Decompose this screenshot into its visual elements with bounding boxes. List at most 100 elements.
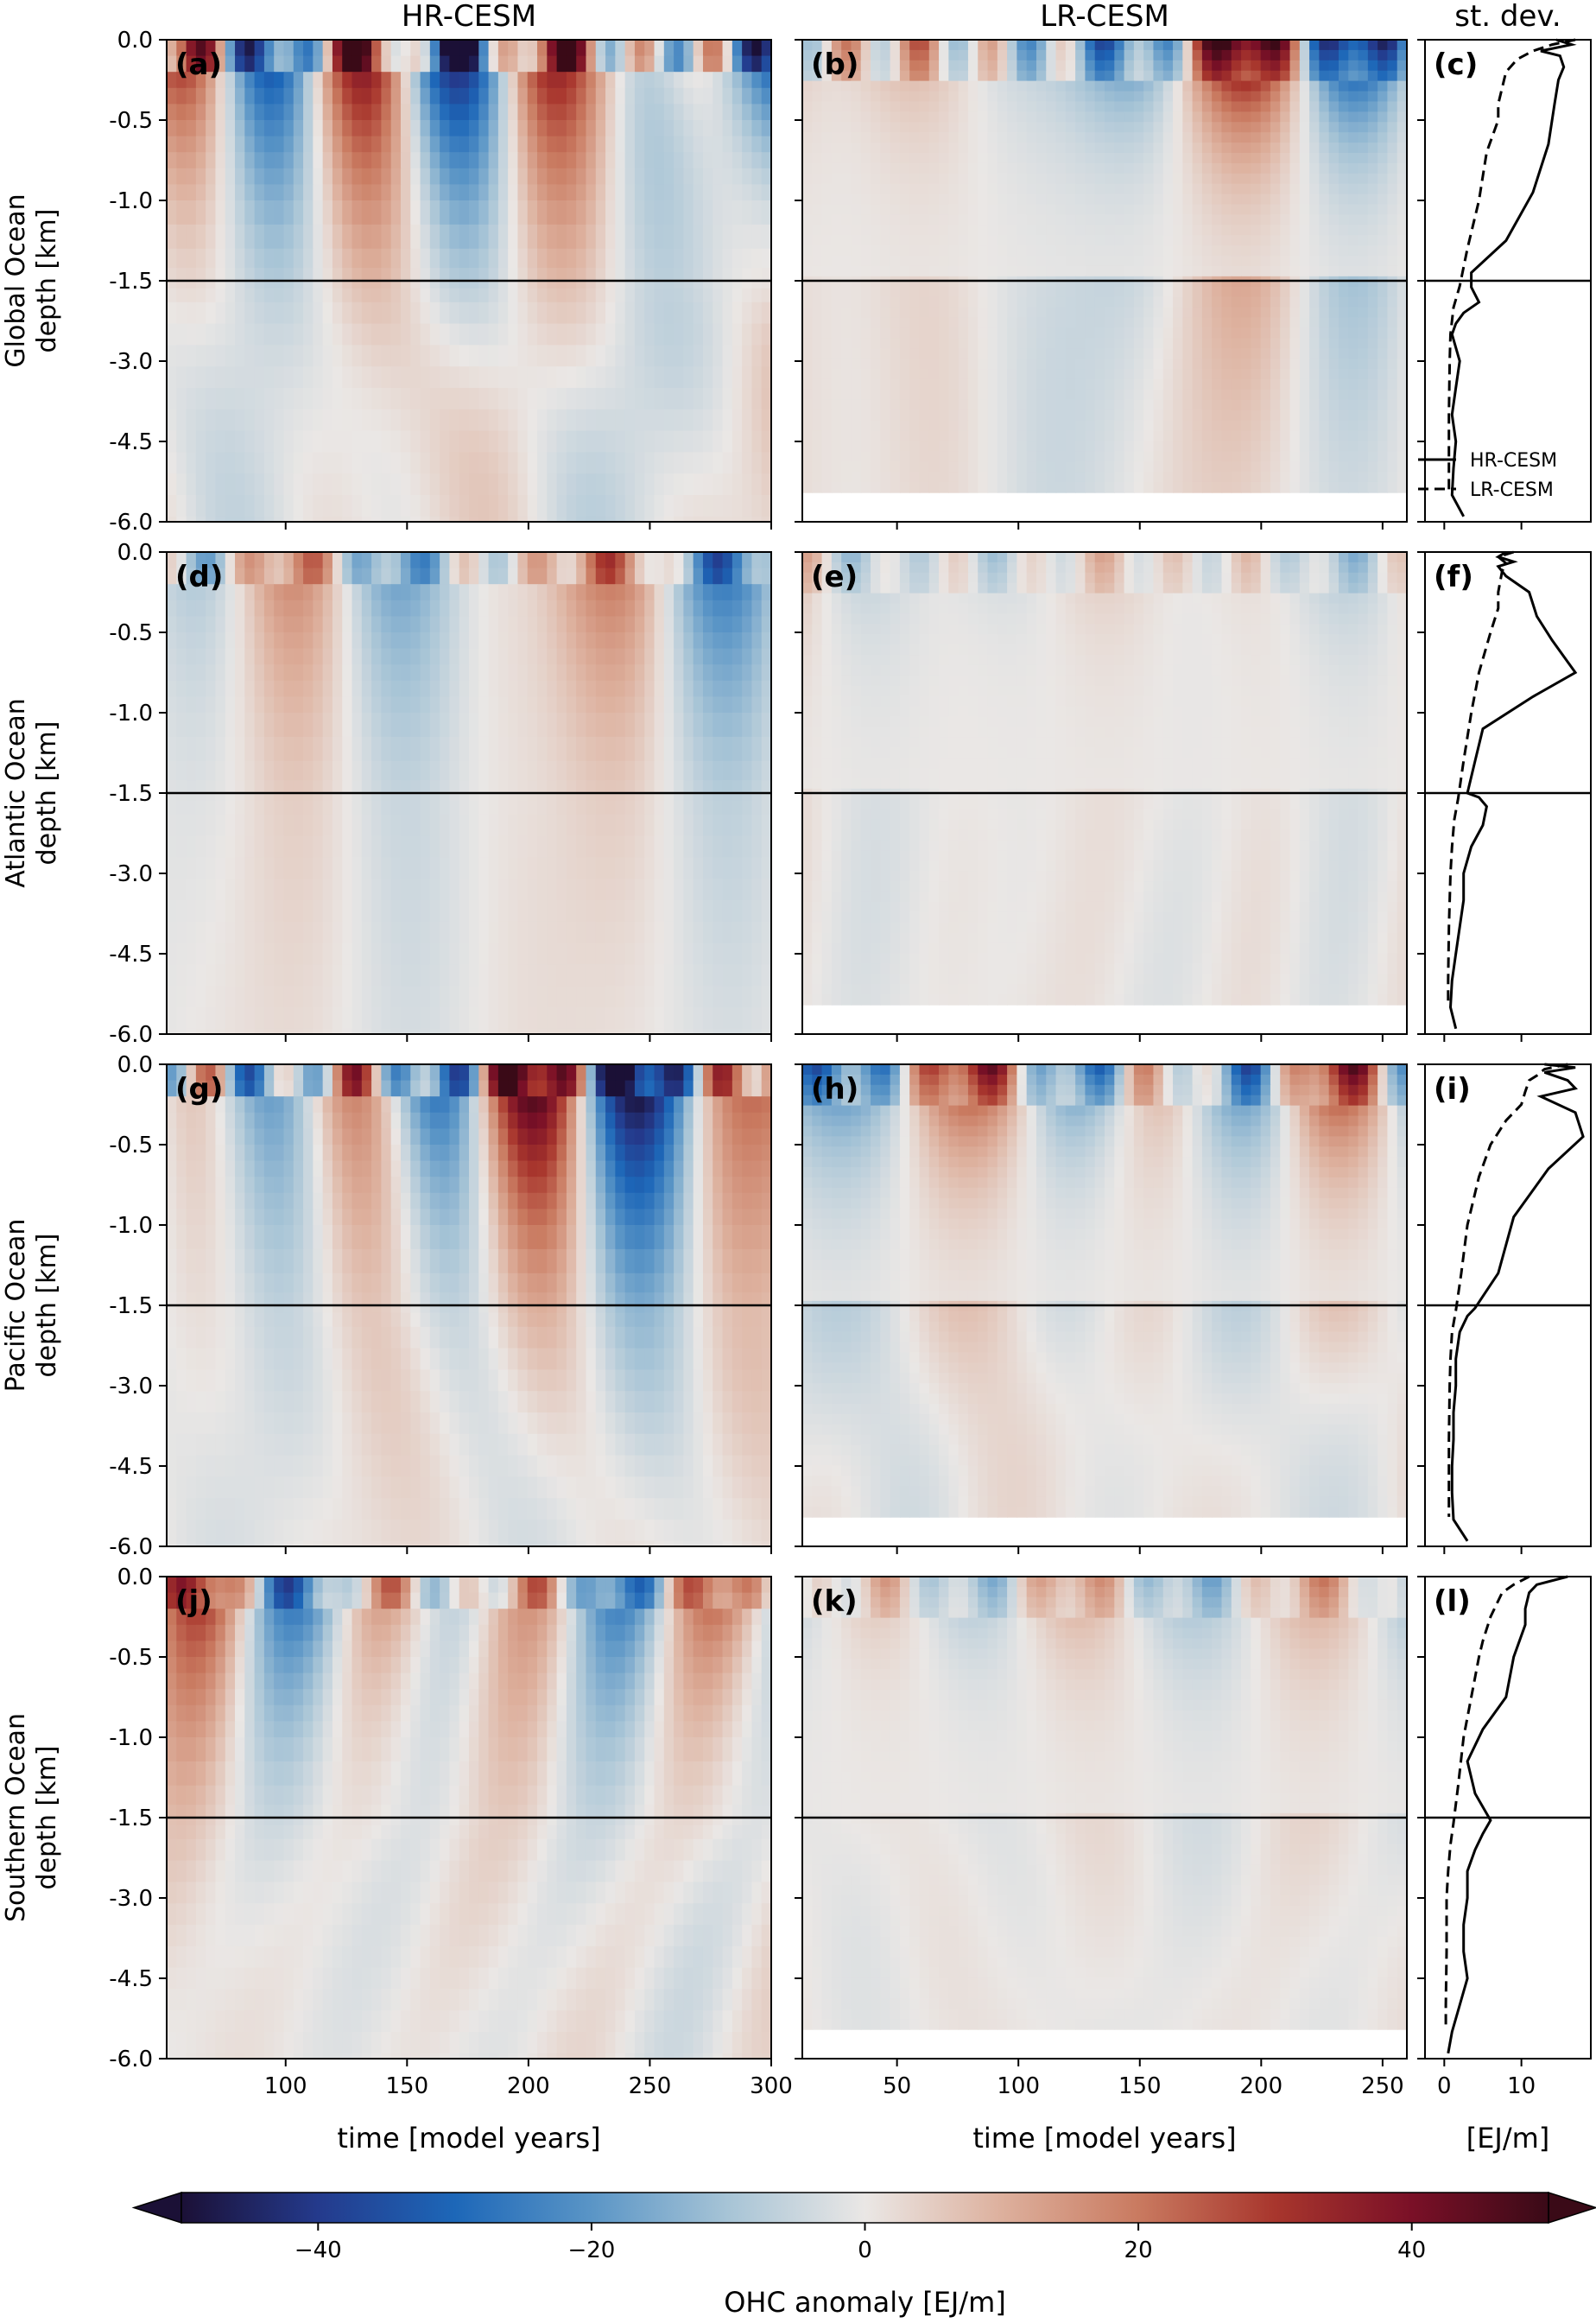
heatmap-cell	[919, 174, 929, 185]
heatmap-cell	[1163, 194, 1174, 206]
heatmap-cell	[430, 56, 440, 73]
heatmap-cell	[1095, 122, 1105, 133]
heatmap-cell	[1261, 297, 1271, 308]
heatmap-cell	[871, 143, 881, 154]
heatmap-cell	[362, 324, 372, 346]
heatmap-cell	[313, 409, 323, 432]
heatmap-cell	[919, 81, 929, 92]
heatmap-cell	[968, 163, 978, 175]
heatmap-cell	[1134, 266, 1144, 277]
heatmap-cell	[751, 268, 762, 282]
heatmap-cell	[1270, 214, 1281, 225]
heatmap-cell	[1232, 174, 1242, 185]
heatmap-cell	[283, 409, 294, 432]
heatmap-cell	[410, 56, 421, 73]
heatmap-cell	[871, 297, 881, 308]
heatmap-cell	[919, 132, 929, 143]
heatmap-cell	[871, 153, 881, 164]
heatmap-cell	[323, 104, 333, 120]
heatmap-cell	[948, 143, 959, 154]
heatmap-cell	[537, 452, 548, 474]
heatmap-cell	[381, 56, 391, 73]
heatmap-cell	[1251, 297, 1261, 308]
heatmap-cell	[371, 168, 382, 185]
heatmap-cell	[998, 317, 1008, 328]
heatmap-cell	[528, 268, 538, 282]
heatmap-cell	[449, 366, 459, 389]
heatmap-cell	[1280, 245, 1290, 257]
heatmap-cell	[430, 136, 440, 153]
heatmap-cell	[421, 249, 431, 269]
heatmap-cell	[1319, 122, 1329, 133]
heatmap-cell	[664, 200, 674, 225]
heatmap-cell	[225, 281, 236, 289]
heatmap-cell	[683, 281, 694, 289]
heatmap-cell	[890, 122, 901, 133]
heatmap-cell	[732, 302, 743, 325]
heatmap-cell	[410, 184, 421, 200]
heatmap-cell	[929, 111, 940, 123]
heatmap-cell	[625, 473, 636, 496]
heatmap-cell	[1329, 256, 1340, 267]
heatmap-cell	[802, 101, 813, 112]
heatmap-cell	[664, 281, 674, 289]
heatmap-cell	[939, 317, 949, 328]
heatmap-cell	[900, 60, 910, 72]
heatmap-cell	[1348, 111, 1358, 123]
heatmap-cell	[440, 120, 450, 136]
heatmap-cell	[968, 308, 978, 319]
heatmap-cell	[1105, 317, 1115, 328]
heatmap-cell	[449, 289, 459, 303]
heatmap-cell	[605, 184, 616, 200]
heatmap-cell	[1056, 153, 1067, 164]
heatmap-cell	[1095, 266, 1105, 277]
heatmap-cell	[929, 132, 940, 143]
heatmap-cell	[1182, 50, 1193, 61]
heatmap-cell	[323, 120, 333, 136]
heatmap-cell	[1270, 276, 1281, 288]
heatmap-cell	[802, 235, 813, 246]
heatmap-cell	[371, 268, 382, 282]
heatmap-cell	[1358, 194, 1369, 206]
heatmap-cell	[802, 287, 813, 298]
heatmap-cell	[959, 266, 969, 277]
heatmap-cell	[802, 143, 813, 154]
heatmap-cell	[1027, 50, 1037, 61]
heatmap-cell	[968, 92, 978, 103]
heatmap-cell	[1124, 153, 1135, 164]
heatmap-cell	[988, 50, 998, 61]
heatmap-cell	[998, 287, 1008, 298]
heatmap-cell	[567, 225, 577, 250]
heatmap-cell	[274, 225, 284, 250]
heatmap-cell	[323, 88, 333, 105]
heatmap-cell	[871, 308, 881, 319]
heatmap-cell	[762, 184, 772, 200]
heatmap-cell	[1358, 163, 1369, 175]
heatmap-cell	[723, 409, 733, 432]
heatmap-cell	[167, 249, 177, 269]
heatmap-cell	[1261, 40, 1271, 51]
heatmap-cell	[264, 473, 275, 496]
heatmap-cell	[264, 120, 275, 136]
heatmap-cell	[1280, 205, 1290, 216]
heatmap-cell	[576, 200, 586, 225]
heatmap-cell	[1027, 60, 1037, 72]
heatmap-cell	[596, 289, 606, 303]
heatmap-cell	[1387, 256, 1397, 267]
heatmap-cell	[1387, 50, 1397, 61]
heatmap-cell	[1143, 205, 1154, 216]
heatmap-cell	[1251, 225, 1261, 236]
heatmap-cell	[1241, 276, 1251, 288]
heatmap-cell	[264, 152, 275, 168]
heatmap-cell	[508, 345, 518, 367]
heatmap-cell	[723, 200, 733, 225]
heatmap-cell	[655, 56, 665, 73]
heatmap-cell	[762, 289, 772, 303]
heatmap-cell	[948, 317, 959, 328]
heatmap-cell	[596, 409, 606, 432]
heatmap-cell	[1114, 132, 1124, 143]
heatmap-cell	[303, 225, 314, 250]
heatmap-cell	[244, 388, 255, 410]
heatmap-cell	[655, 120, 665, 136]
heatmap-cell	[586, 120, 596, 136]
